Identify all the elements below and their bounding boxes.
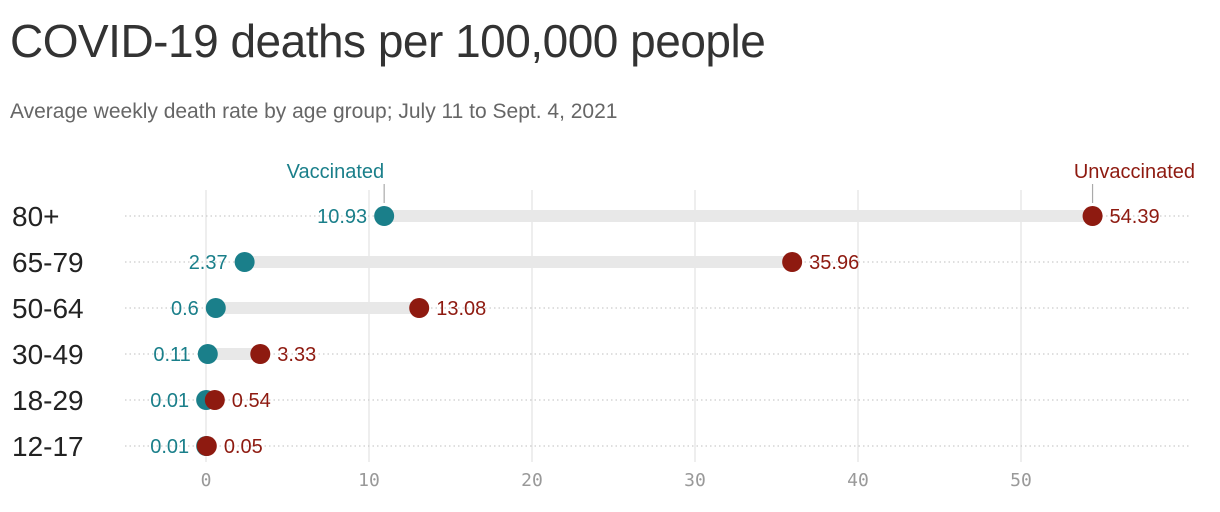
category-label: 12-17 bbox=[12, 431, 84, 462]
x-tick-label: 30 bbox=[684, 470, 706, 491]
unvaccinated-value-label: 13.08 bbox=[436, 298, 486, 320]
category-label: 80+ bbox=[12, 201, 60, 232]
x-tick-label: 0 bbox=[201, 470, 212, 491]
vaccinated-value-label: 0.6 bbox=[171, 298, 199, 320]
legend-vaccinated: Vaccinated bbox=[287, 161, 384, 183]
unvaccinated-dot bbox=[409, 298, 430, 318]
x-tick-label: 10 bbox=[358, 470, 380, 491]
vaccinated-value-label: 2.37 bbox=[189, 252, 228, 274]
vaccinated-value-label: 0.11 bbox=[153, 344, 190, 366]
category-label: 18-29 bbox=[12, 385, 84, 416]
vaccinated-dot bbox=[374, 206, 395, 226]
unvaccinated-value-label: 3.33 bbox=[277, 344, 316, 366]
vaccinated-value-label: 0.01 bbox=[150, 436, 189, 458]
x-tick-label: 20 bbox=[521, 470, 543, 491]
vaccinated-value-label: 0.01 bbox=[150, 390, 189, 412]
vaccinated-dot bbox=[205, 298, 226, 318]
unvaccinated-dot bbox=[204, 390, 225, 410]
x-tick-label: 40 bbox=[847, 470, 869, 491]
vaccinated-dot bbox=[197, 344, 218, 364]
chart-title: COVID-19 deaths per 100,000 people bbox=[10, 15, 766, 67]
unvaccinated-value-label: 54.39 bbox=[1110, 206, 1160, 228]
unvaccinated-value-label: 0.54 bbox=[232, 390, 271, 412]
category-label: 30-49 bbox=[12, 339, 84, 370]
unvaccinated-dot bbox=[250, 344, 271, 364]
category-label: 50-64 bbox=[12, 293, 84, 324]
unvaccinated-dot bbox=[1082, 206, 1103, 226]
vaccinated-dot bbox=[234, 252, 255, 272]
unvaccinated-value-label: 35.96 bbox=[809, 252, 859, 274]
unvaccinated-value-label: 0.05 bbox=[224, 436, 263, 458]
legend-unvaccinated: Unvaccinated bbox=[1074, 161, 1195, 183]
x-tick-label: 50 bbox=[1010, 470, 1032, 491]
unvaccinated-dot bbox=[196, 436, 217, 456]
unvaccinated-dot bbox=[782, 252, 803, 272]
chart-subtitle: Average weekly death rate by age group; … bbox=[10, 100, 618, 123]
vaccinated-value-label: 10.93 bbox=[317, 206, 367, 228]
category-label: 65-79 bbox=[12, 247, 84, 278]
